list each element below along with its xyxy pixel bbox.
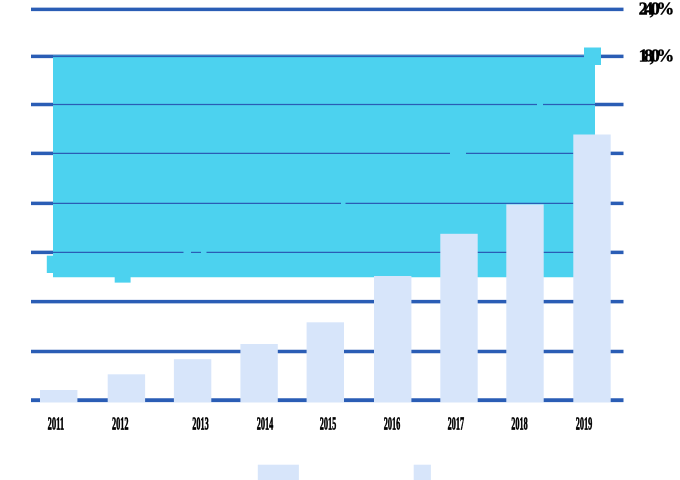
svg-text:2014: 2014 [257,414,274,434]
svg-text:2013: 2013 [192,414,209,434]
svg-text:2011: 2011 [48,414,65,434]
svg-text:2016: 2016 [384,414,401,434]
svg-text:2018: 2018 [511,414,528,434]
svg-text:2012: 2012 [112,414,129,434]
svg-text:18,0%: 18,0% [639,45,675,65]
svg-text:2019: 2019 [576,414,593,434]
svg-text:2017: 2017 [448,414,465,434]
svg-text:24,0%: 24,0% [639,0,675,19]
svg-text:2015: 2015 [320,414,337,434]
